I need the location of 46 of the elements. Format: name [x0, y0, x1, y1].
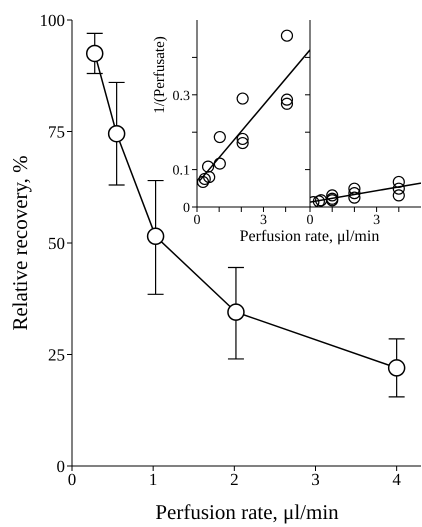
y-tick-label: 25 [48, 346, 65, 365]
y-axis-title: Relative recovery, % [8, 155, 32, 331]
point [348, 182, 360, 195]
y-tick-label: 50 [48, 234, 65, 254]
x-tick-label: 2 [230, 470, 239, 490]
point [348, 187, 360, 200]
point [326, 189, 338, 202]
x-tick-label: 3 [373, 212, 380, 228]
point [214, 130, 226, 144]
point [236, 132, 249, 146]
point [280, 94, 294, 106]
point [280, 30, 294, 42]
point [227, 303, 245, 321]
y-tick-label: 0.1 [172, 164, 190, 179]
point [348, 192, 360, 204]
point [392, 189, 405, 202]
point [236, 136, 249, 150]
y-tick-label: 100 [40, 11, 65, 30]
point [198, 172, 211, 186]
y-tick-label: 0 [183, 200, 190, 216]
x-axis-title: Perfusion rate, μl/min [238, 228, 380, 246]
point [280, 98, 294, 110]
point [315, 194, 328, 206]
x-tick-label: 4 [392, 470, 402, 490]
y-axis-title: 1/(Perfusate) [152, 36, 168, 114]
x-axis-title: Perfusion rate, μl/min [154, 500, 340, 525]
point [203, 170, 216, 184]
y-tick-label: 0.3 [172, 88, 190, 104]
point [214, 158, 226, 170]
x-tick-label: 3 [311, 470, 320, 490]
x-tick-label: 0 [306, 212, 314, 228]
point [202, 160, 214, 173]
point [392, 176, 405, 188]
point [392, 182, 405, 195]
point [108, 124, 126, 142]
x-tick-label: 3 [260, 212, 267, 228]
x-tick-label: 0 [194, 212, 200, 228]
point [236, 92, 249, 105]
point [146, 228, 164, 246]
x-tick-label: 1 [148, 470, 158, 490]
y-tick-label: 0 [56, 457, 65, 476]
y-tick-label: 75 [48, 122, 65, 142]
point [388, 359, 406, 377]
point [197, 176, 210, 188]
point [86, 44, 104, 62]
point [312, 195, 325, 207]
